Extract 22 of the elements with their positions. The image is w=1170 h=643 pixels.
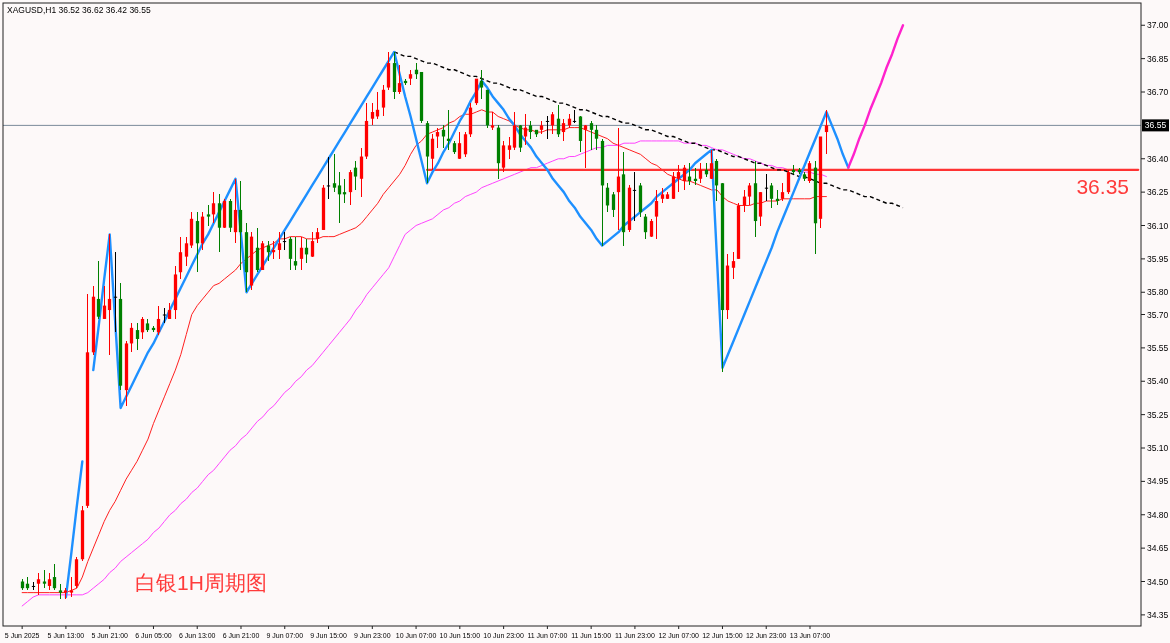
y-tick-label: 36.70: [1147, 87, 1169, 97]
annotation: 白银1H周期图: [135, 571, 267, 594]
y-tick-label: 35.80: [1147, 287, 1169, 298]
y-tick-label: 34.95: [1147, 476, 1169, 487]
y-tick-label: 36.85: [1147, 53, 1169, 64]
y-tick-label: 37.00: [1147, 20, 1169, 31]
y-tick-label: 36.25: [1147, 187, 1169, 198]
y-tick-label: 35.95: [1147, 253, 1169, 264]
y-tick-label: 35.40: [1147, 376, 1169, 387]
y-tick-label: 36.10: [1147, 220, 1169, 231]
annotation: 36.35: [1076, 174, 1129, 198]
y-tick-label: 34.50: [1147, 576, 1169, 587]
chart-title: XAGUSD,H1 36.52 36.62 36.42 36.55: [7, 5, 151, 15]
y-tick-label: 35.10: [1147, 443, 1169, 453]
y-tick-label: 36.40: [1147, 153, 1169, 164]
ref-line-label: 36.55: [1144, 120, 1167, 131]
y-tick-label: 35.55: [1147, 342, 1169, 353]
y-tick-label: 34.35: [1147, 609, 1169, 620]
y-tick-label: 34.80: [1147, 509, 1169, 520]
y-tick-label: 35.25: [1147, 409, 1169, 420]
y-tick-label: 35.70: [1147, 309, 1169, 320]
y-tick-label: 34.65: [1147, 543, 1169, 554]
